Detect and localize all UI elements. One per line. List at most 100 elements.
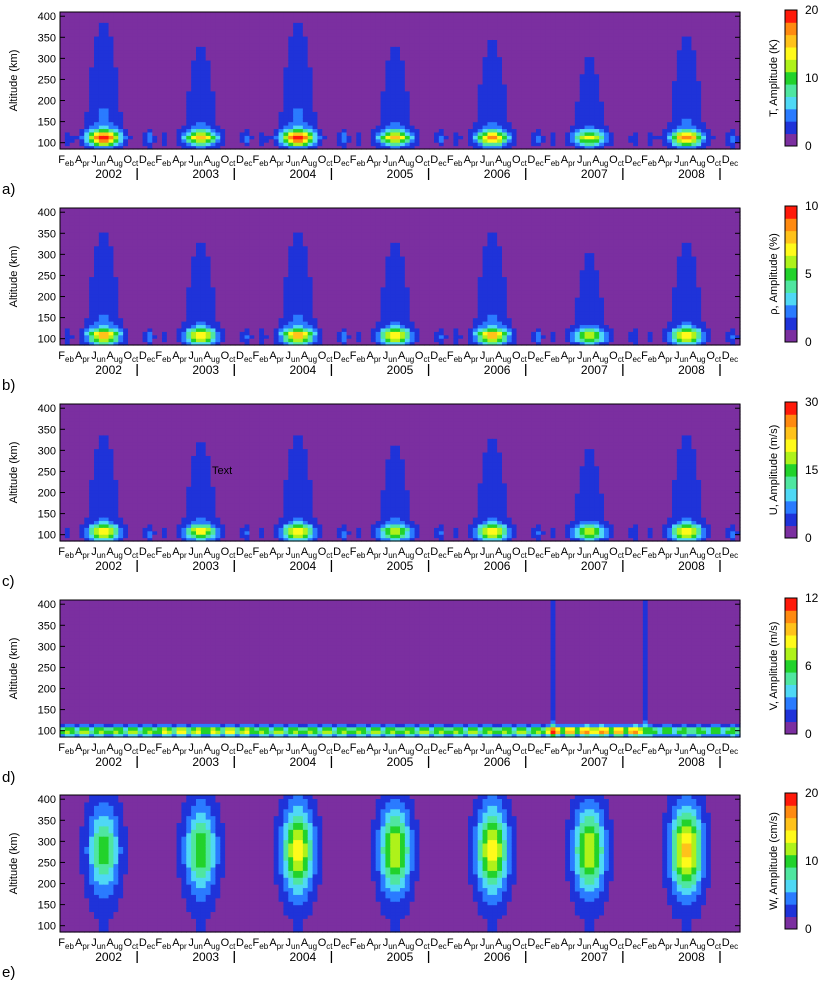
contour-cell: [75, 108, 80, 112]
contour-cell: [449, 57, 454, 61]
contour-cell: [177, 122, 182, 126]
contour-cell: [109, 57, 114, 61]
contour-cell: [366, 36, 371, 40]
contour-cell: [410, 36, 415, 40]
contour-cell: [424, 132, 429, 136]
contour-cell: [322, 108, 327, 112]
contour-cell: [419, 84, 424, 88]
contour-cell: [113, 36, 118, 40]
contour-cell: [298, 115, 303, 119]
contour-cell: [327, 36, 332, 40]
contour-cell: [138, 77, 143, 81]
contour-cell: [492, 115, 497, 119]
contour-cell: [332, 101, 337, 105]
contour-cell: [143, 108, 148, 112]
contour-cell: [313, 74, 318, 78]
contour-cell: [308, 132, 313, 136]
contour-cell: [118, 135, 123, 139]
contour-cell: [254, 70, 259, 74]
contour-cell: [405, 84, 410, 88]
contour-cell: [390, 43, 395, 47]
contour-cell: [104, 22, 109, 26]
contour-cell: [400, 84, 405, 88]
contour-cell: [79, 15, 84, 19]
contour-cell: [143, 70, 148, 74]
contour-cell: [79, 50, 84, 54]
contour-cell: [84, 74, 89, 78]
contour-cell: [269, 104, 274, 108]
contour-cell: [220, 101, 225, 105]
contour-cell: [249, 43, 254, 47]
contour-cell: [89, 122, 94, 126]
contour-cell: [84, 70, 89, 74]
contour-cell: [147, 29, 152, 33]
contour-cell: [400, 111, 405, 115]
contour-cell: [206, 101, 211, 105]
contour-cell: [395, 33, 400, 37]
contour-cell: [303, 81, 308, 85]
contour-cell: [138, 46, 143, 50]
contour-cell: [123, 84, 128, 88]
contour-cell: [191, 139, 196, 143]
contour-cell: [152, 50, 157, 54]
contour-cell: [313, 39, 318, 43]
contour-cell: [322, 94, 327, 98]
contour-cell: [75, 111, 80, 115]
contour-cell: [230, 128, 235, 132]
contour-cell: [337, 87, 342, 91]
contour-cell: [143, 111, 148, 115]
contour-cell: [225, 111, 230, 115]
contour-cell: [303, 135, 308, 139]
contour-cell: [361, 122, 366, 126]
contour-cell: [123, 36, 128, 40]
contour-cell: [405, 128, 410, 132]
contour-cell: [235, 53, 240, 57]
contour-cell: [128, 22, 133, 26]
contour-cell: [327, 128, 332, 132]
contour-cell: [274, 53, 279, 57]
contour-cell: [109, 84, 114, 88]
contour-cell: [84, 63, 89, 67]
contour-cell: [283, 98, 288, 102]
contour-cell: [191, 74, 196, 78]
contour-cell: [211, 94, 216, 98]
contour-cell: [60, 60, 65, 64]
contour-cell: [269, 36, 274, 40]
contour-cell: [478, 15, 483, 19]
contour-cell: [385, 111, 390, 115]
contour-cell: [196, 91, 201, 95]
contour-cell: [381, 43, 386, 47]
contour-cell: [322, 39, 327, 43]
contour-cell: [215, 94, 220, 98]
contour-cell: [351, 84, 356, 88]
contour-cell: [419, 128, 424, 132]
contour-cell: [167, 15, 172, 19]
contour-cell: [410, 132, 415, 136]
contour-cell: [385, 84, 390, 88]
contour-cell: [342, 139, 347, 143]
contour-cell: [269, 53, 274, 57]
contour-cell: [293, 74, 298, 78]
contour-cell: [264, 43, 269, 47]
contour-cell: [347, 19, 352, 23]
contour-cell: [463, 43, 468, 47]
contour-cell: [361, 132, 366, 136]
contour-cell: [458, 101, 463, 105]
contour-cell: [245, 81, 250, 85]
contour-cell: [191, 111, 196, 115]
contour-cell: [201, 39, 206, 43]
contour-cell: [113, 57, 118, 61]
contour-cell: [245, 108, 250, 112]
contour-cell: [405, 101, 410, 105]
contour-cell: [342, 60, 347, 64]
contour-cell: [376, 57, 381, 61]
contour-cell: [405, 46, 410, 50]
contour-cell: [215, 81, 220, 85]
contour-cell: [269, 33, 274, 37]
contour-cell: [177, 50, 182, 54]
contour-cell: [143, 91, 148, 95]
contour-cell: [259, 122, 264, 126]
contour-cell: [283, 26, 288, 30]
contour-cell: [109, 118, 114, 122]
contour-cell: [235, 39, 240, 43]
